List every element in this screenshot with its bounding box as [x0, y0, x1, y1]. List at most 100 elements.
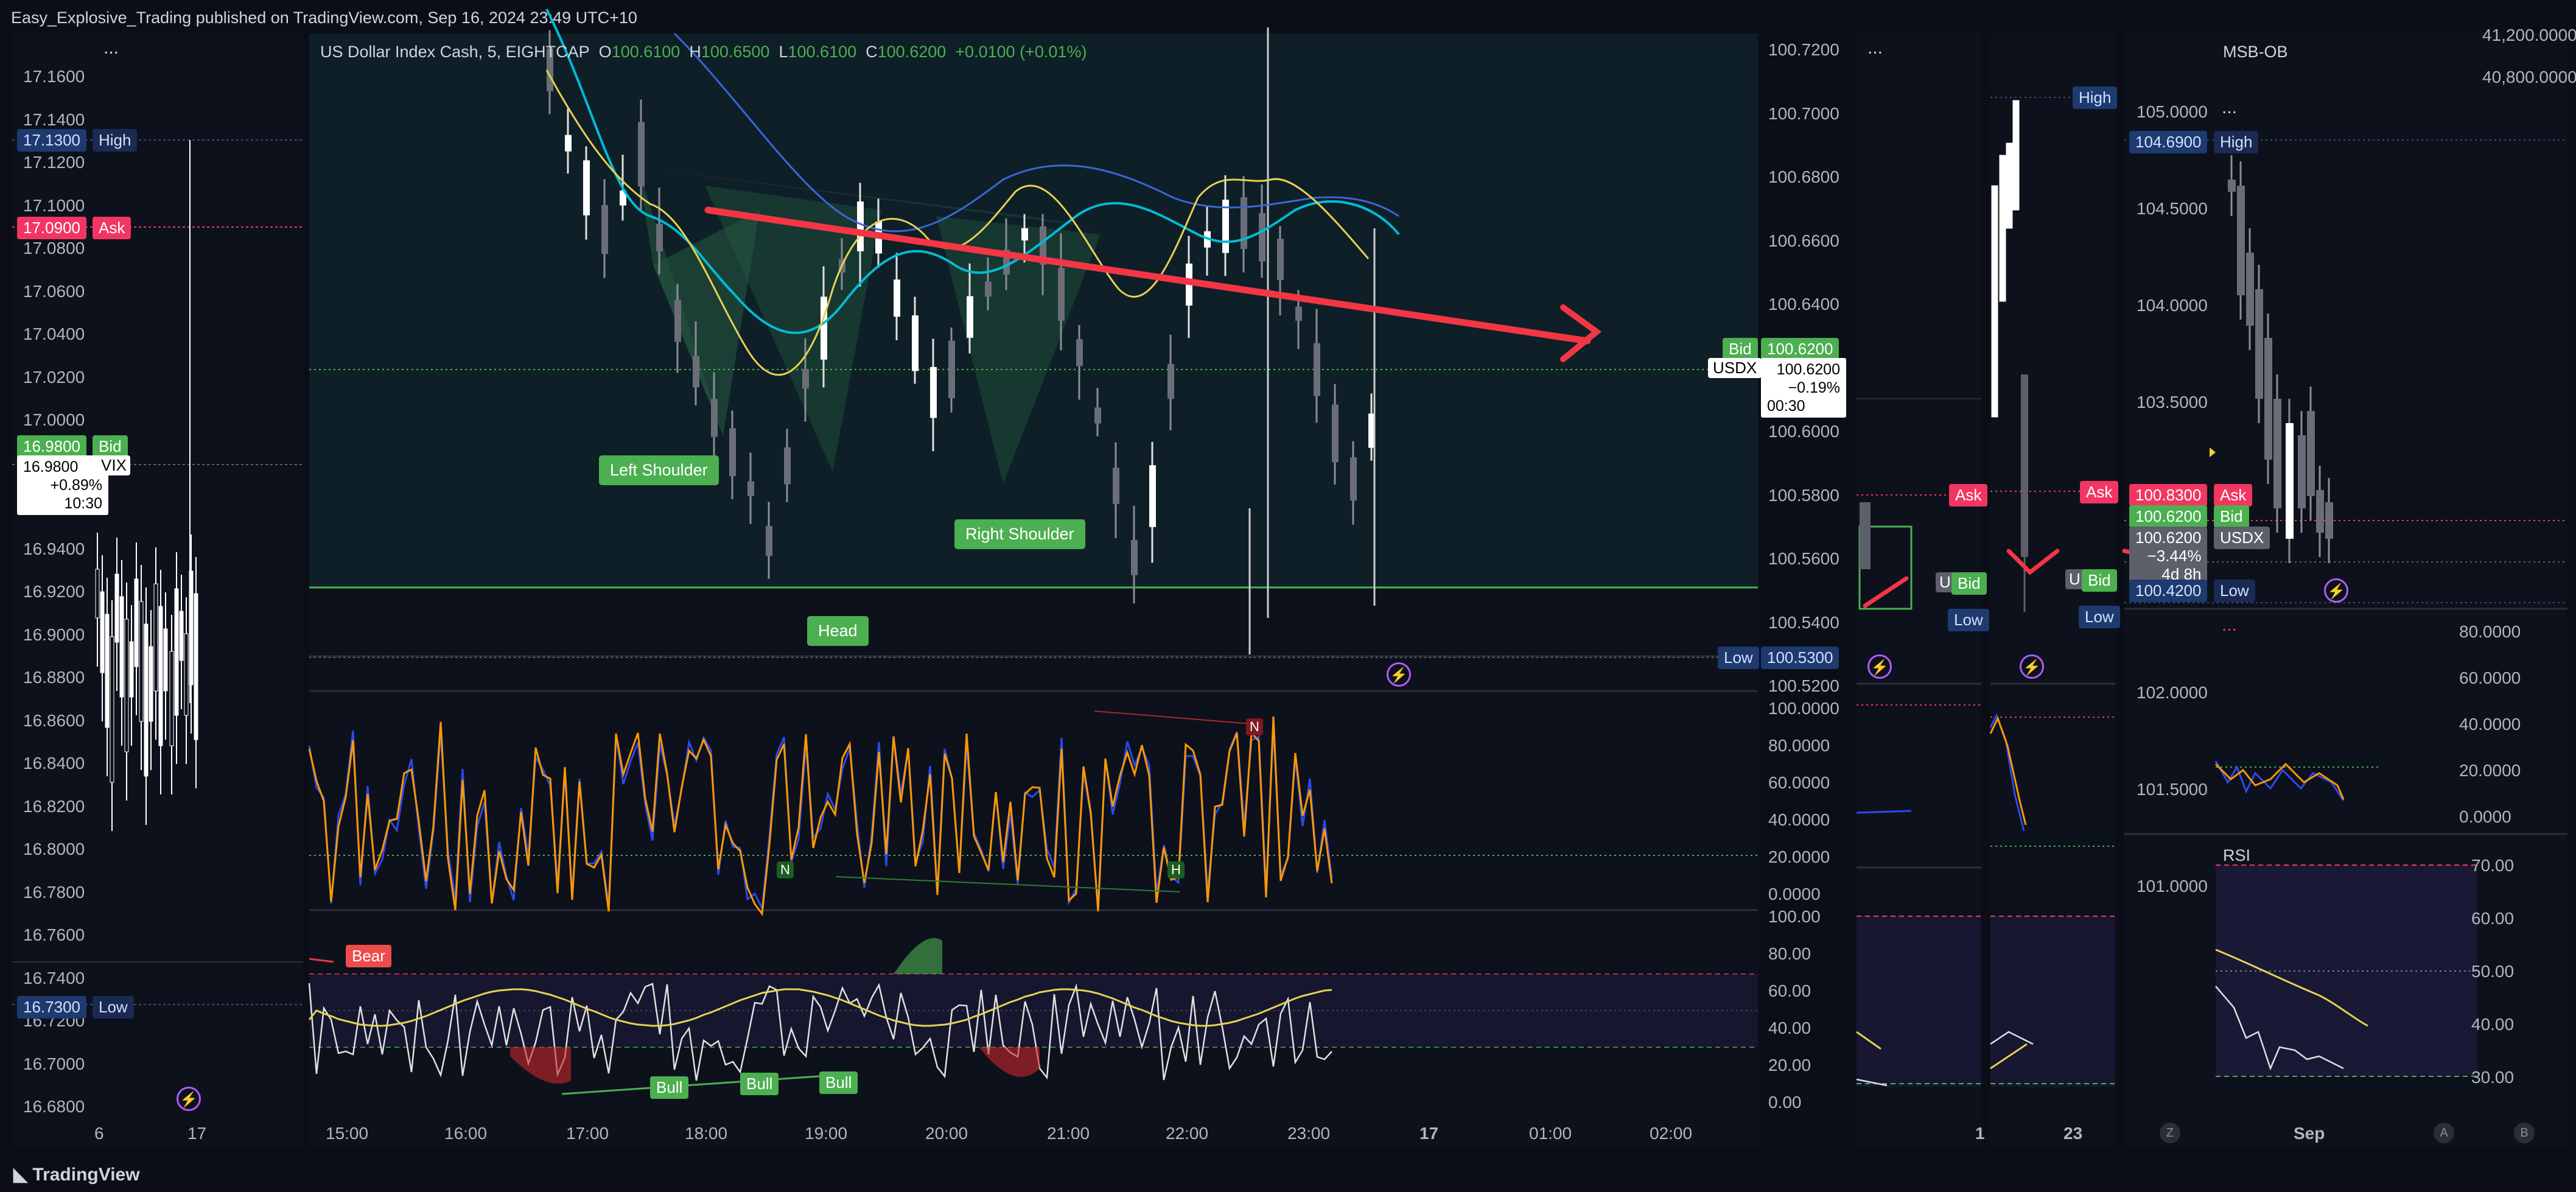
- mini1-svg[interactable]: [1856, 33, 1981, 1148]
- vix-y-label-14: 16.8800: [23, 668, 85, 687]
- right-candle: [2228, 180, 2236, 192]
- left-shoulder-label[interactable]: Left Shoulder: [599, 455, 719, 485]
- head-label[interactable]: Head: [807, 616, 869, 646]
- main-candle: [620, 191, 626, 206]
- right-rsi-title: RSI: [2223, 846, 2251, 864]
- mini2-lightning-icon[interactable]: ⚡: [2020, 654, 2044, 679]
- main-y-label-4: 100.6400: [1768, 295, 1839, 314]
- stoch-n-bottom: N: [777, 861, 794, 878]
- right-high-price: 104.6900: [2129, 131, 2208, 153]
- vix-high-price: 17.1300: [17, 129, 86, 152]
- right-shoulder-label[interactable]: Right Shoulder: [954, 519, 1085, 549]
- right-candle: [2237, 186, 2245, 295]
- vix-countdown: 10:30: [64, 495, 102, 512]
- right-rsi-label-3: 40.00: [2471, 1015, 2515, 1034]
- main-candle: [985, 281, 992, 297]
- main-candle: [693, 356, 699, 388]
- right-candle: [2298, 435, 2306, 508]
- main-candle: [1149, 465, 1156, 527]
- right-lightning-icon[interactable]: ⚡: [2324, 578, 2348, 603]
- main-candle: [1350, 457, 1357, 501]
- vix-y-label-5: 17.0600: [23, 281, 85, 301]
- right-y-label-1: 104.5000: [2137, 199, 2208, 218]
- right-b-button[interactable]: B: [2514, 1123, 2535, 1143]
- main-candle: [821, 296, 827, 360]
- main-x-label-6: 21:00: [1047, 1124, 1090, 1143]
- mini1-lightning-icon[interactable]: ⚡: [1867, 654, 1892, 679]
- main-candle: [1058, 268, 1065, 321]
- stoch-y-label-3: 40.0000: [1768, 810, 1830, 829]
- right-y-label-0: 105.0000: [2137, 102, 2208, 121]
- main-candle: [638, 122, 645, 187]
- main-chart-svg[interactable]: [308, 9, 1759, 1148]
- right-menu-dots[interactable]: ...: [2222, 97, 2238, 117]
- main-y-label-2: 100.6800: [1768, 167, 1839, 186]
- trend-arrow-head: [1560, 304, 1602, 362]
- main-bid-price: 100.6200: [1761, 338, 1839, 360]
- right-candle: [2246, 253, 2254, 326]
- main-lightning-icon[interactable]: ⚡: [1387, 662, 1411, 687]
- main-countdown: 00:30: [1767, 398, 1805, 415]
- main-candle: [729, 428, 736, 477]
- mini1-menu-dots[interactable]: ...: [1867, 38, 1883, 58]
- main-low-price: 100.5300: [1761, 647, 1839, 669]
- right-candle: [2255, 289, 2263, 399]
- right-candle: [2273, 399, 2281, 508]
- main-y-label-3: 100.6600: [1768, 231, 1839, 250]
- vix-chart-svg[interactable]: [12, 33, 303, 1148]
- vix-menu-dots[interactable]: ...: [103, 38, 119, 58]
- main-change: −0.19%: [1788, 379, 1841, 396]
- right-change: −3.44%: [2147, 547, 2202, 565]
- right-rsi-label-1: 60.00: [2471, 909, 2515, 928]
- right-y-label-2: 104.0000: [2137, 296, 2208, 315]
- rsi-y-label-2: 60.00: [1768, 981, 1811, 1000]
- vix-y-label-13: 16.9000: [23, 625, 85, 644]
- legend-open-label: O: [598, 43, 612, 61]
- main-price-box: 100.6200 −0.19% 00:30: [1761, 358, 1846, 418]
- mini1-u: U: [1936, 572, 1955, 592]
- vix-y-label-11: 16.9400: [23, 539, 85, 558]
- right-osc-label-1: 60.0000: [2459, 668, 2521, 687]
- main-candle: [1222, 199, 1229, 253]
- right-a-button[interactable]: A: [2434, 1123, 2454, 1143]
- main-y-label-9: 100.5400: [1768, 612, 1839, 632]
- stoch-y-label-0: 100.0000: [1768, 699, 1839, 718]
- right-candle: [2316, 490, 2324, 533]
- tradingview-brand: TradingView: [32, 1165, 140, 1185]
- main-x-label-0: 15:00: [326, 1124, 369, 1143]
- legend-open: 100.6100: [611, 43, 681, 61]
- main-candle: [1113, 468, 1119, 504]
- main-candle: [547, 48, 553, 91]
- vix-lightning-icon[interactable]: ⚡: [177, 1087, 201, 1111]
- main-candle: [1332, 404, 1339, 463]
- main-candle: [1241, 197, 1247, 249]
- mini2-svg[interactable]: [1989, 33, 2115, 1148]
- vix-candle: [174, 588, 179, 716]
- right-candles: [2228, 155, 2333, 563]
- right-ask-label: Ask: [2214, 484, 2253, 507]
- vix-ask-label: Ask: [93, 217, 131, 239]
- rsi-bull-label-1: Bull: [650, 1076, 689, 1099]
- vix-candle: [110, 636, 114, 783]
- right-z-button[interactable]: Z: [2160, 1123, 2180, 1143]
- right-osc-dots[interactable]: ...: [2222, 615, 2238, 635]
- right-ask-price: 100.8300: [2129, 484, 2208, 507]
- main-x-label-1: 16:00: [444, 1124, 488, 1143]
- vix-y-label-2: 17.1200: [23, 153, 85, 172]
- main-x-label-7: 22:00: [1166, 1124, 1209, 1143]
- main-y-label-0: 100.7200: [1768, 40, 1839, 59]
- main-last-price: 100.6200: [1776, 361, 1840, 378]
- main-candle: [967, 296, 973, 338]
- main-x-label-11: 02:00: [1650, 1124, 1693, 1143]
- tradingview-logo[interactable]: ◣ TradingView: [13, 1164, 140, 1185]
- vix-low-price: 16.7300: [17, 996, 86, 1018]
- vix-candle: [184, 633, 189, 716]
- vix-candle: [114, 573, 119, 643]
- right-osc-label-0: 80.0000: [2459, 622, 2521, 641]
- vix-y-label-7: 17.0200: [23, 367, 85, 387]
- main-candle: [583, 160, 590, 216]
- vix-last-price: 16.9800: [23, 458, 79, 475]
- vix-ask-price: 17.0900: [17, 217, 86, 239]
- main-y-label-7: 100.5800: [1768, 485, 1839, 505]
- main-low-label: Low: [1718, 647, 1759, 669]
